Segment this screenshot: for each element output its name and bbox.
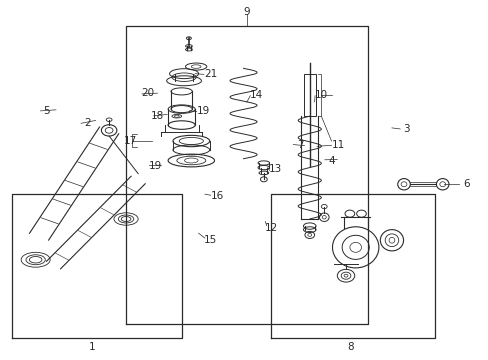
Text: 9: 9	[243, 6, 250, 17]
Text: 15: 15	[203, 235, 217, 245]
Text: 3: 3	[402, 123, 409, 134]
Text: 10: 10	[315, 90, 328, 100]
Text: 19: 19	[148, 161, 162, 171]
Text: 11: 11	[331, 140, 345, 149]
Text: 7: 7	[296, 140, 303, 149]
Text: 8: 8	[347, 342, 353, 352]
Text: 20: 20	[141, 88, 154, 98]
Text: 14: 14	[249, 90, 263, 100]
Text: 6: 6	[463, 179, 469, 189]
Text: 21: 21	[203, 69, 217, 79]
Text: 17: 17	[124, 136, 137, 146]
Text: 4: 4	[327, 156, 334, 166]
Text: 12: 12	[264, 223, 277, 233]
Text: 1: 1	[89, 342, 95, 352]
Text: 19: 19	[196, 106, 210, 116]
Text: 13: 13	[269, 165, 282, 174]
Text: 18: 18	[150, 111, 164, 121]
Bar	[304, 74, 315, 116]
Text: 5: 5	[43, 106, 49, 116]
Text: 16: 16	[211, 191, 224, 201]
Text: 2: 2	[84, 118, 90, 128]
